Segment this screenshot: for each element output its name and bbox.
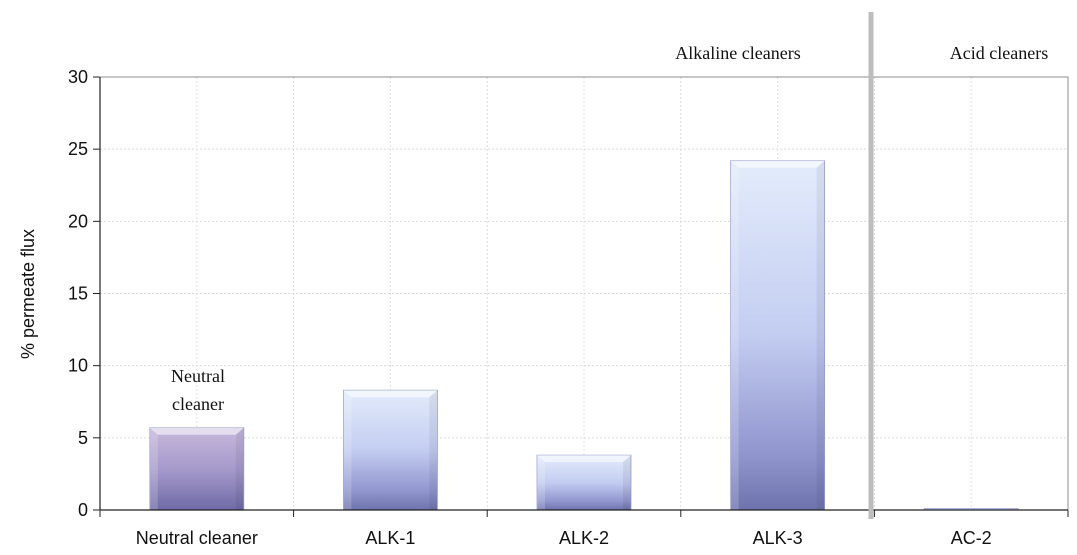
y-tick-label-0: 0: [78, 500, 88, 520]
annotation-neutral-line1: Neutral: [171, 366, 225, 386]
x-tick-label: ALK-2: [559, 528, 609, 548]
axes: [93, 76, 1069, 517]
annotation-acid: Acid cleaners: [950, 43, 1048, 63]
bar-alk-3: [730, 160, 825, 511]
annotation-neutral-line2: cleaner: [172, 394, 224, 414]
x-tick-label: AC-2: [951, 528, 992, 548]
x-tick-label: ALK-3: [753, 528, 803, 548]
y-tick-label-10: 10: [68, 356, 88, 376]
bar-neutral-cleaner: [149, 427, 245, 511]
annotation-alkaline: Alkaline cleaners: [675, 43, 800, 63]
x-tick-labels: Neutral cleaner ALK-1 ALK-2 ALK-3 AC-2: [136, 528, 992, 548]
y-tick-label-25: 25: [68, 139, 88, 159]
bar-alk-1: [342, 389, 438, 511]
x-tick-label: ALK-1: [365, 528, 415, 548]
bars-group: [149, 160, 1019, 511]
y-tick-label-20: 20: [68, 211, 88, 231]
x-tick-label: Neutral cleaner: [136, 528, 258, 548]
y-tick-label-15: 15: [68, 284, 88, 304]
y-tick-label-30: 30: [68, 67, 88, 87]
grid-lines: [100, 76, 1069, 510]
y-axis-title: % permeate flux: [18, 229, 38, 359]
y-tick-labels: 0 5 10 15 20 25 30: [68, 67, 88, 520]
bar-alk-2: [536, 454, 632, 511]
y-tick-label-5: 5: [78, 428, 88, 448]
